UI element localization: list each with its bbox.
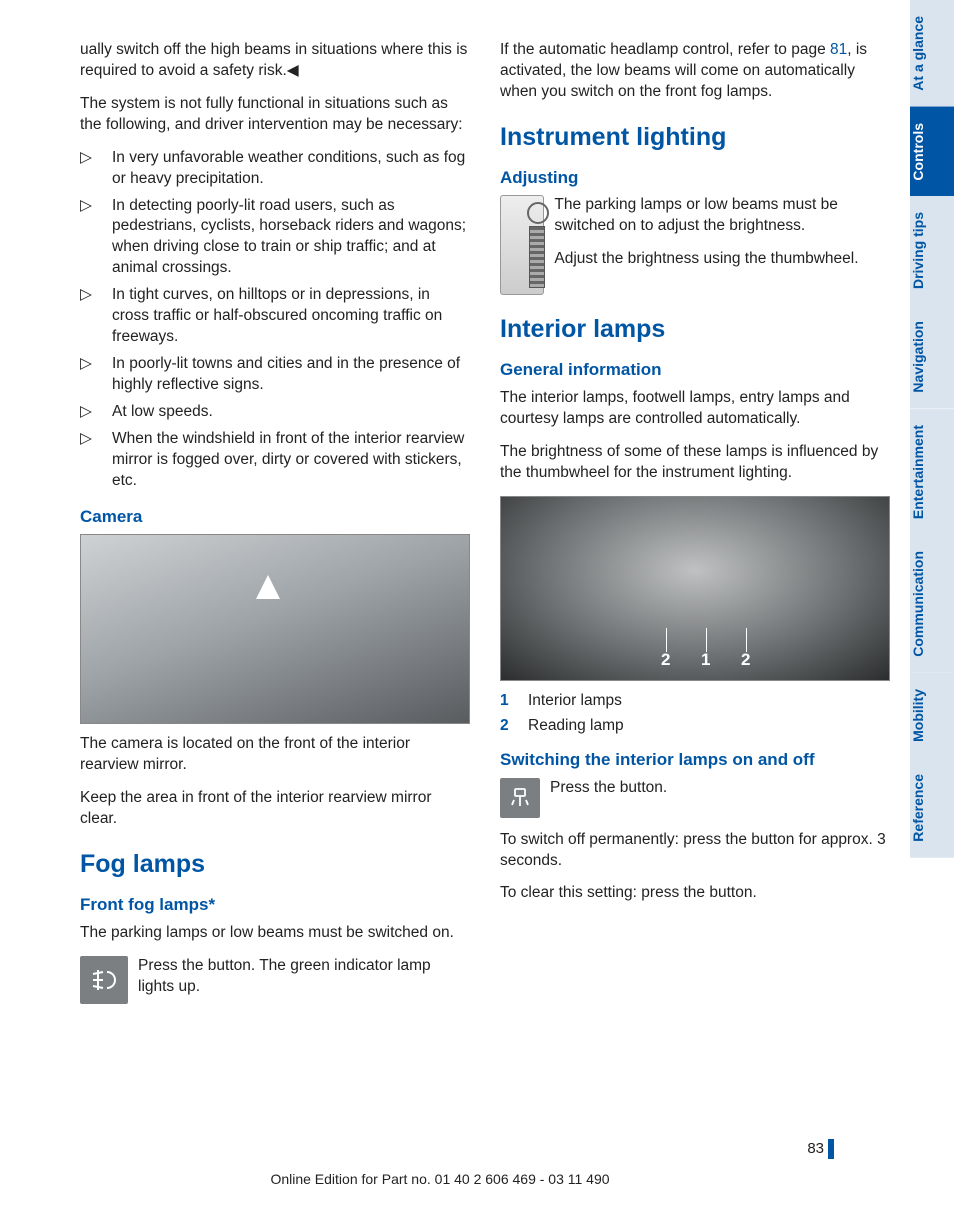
page-number: 83	[807, 1139, 834, 1159]
interior-lamp-button-row: Press the button.	[500, 778, 890, 818]
callout-text: Interior lamps	[528, 691, 622, 712]
triangle-bullet-icon: ▷	[80, 285, 112, 348]
bullet-text: In poorly-lit towns and cities and in th…	[112, 354, 470, 396]
camera-paragraph-2: Keep the area in front of the interior r…	[80, 788, 470, 830]
page-link-81[interactable]: 81	[830, 41, 847, 58]
intro-paragraph-1: ually switch off the high beams in situa…	[80, 40, 470, 82]
general-paragraph-1: The interior lamps, footwell lamps, entr…	[500, 388, 890, 430]
switch-paragraph-1: To switch off permanently: press the but…	[500, 830, 890, 872]
triangle-bullet-icon: ▷	[80, 402, 112, 423]
triangle-bullet-icon: ▷	[80, 429, 112, 492]
callout-text: Reading lamp	[528, 716, 624, 737]
bullet-text: At low speeds.	[112, 402, 470, 423]
callout-label: 2	[741, 649, 750, 672]
bullet-text: In detecting poorly-lit road users, such…	[112, 196, 470, 280]
tab-navigation[interactable]: Navigation	[910, 305, 954, 409]
camera-heading: Camera	[80, 506, 470, 529]
front-fog-lamps-heading: Front fog lamps*	[80, 894, 470, 917]
callout-number: 2	[500, 716, 528, 737]
auto-headlamp-paragraph: If the automatic headlamp control, refer…	[500, 40, 890, 103]
triangle-bullet-icon: ▷	[80, 354, 112, 396]
list-item: ▷In very unfavorable weather conditions,…	[80, 148, 470, 190]
list-item: ▷In poorly-lit towns and cities and in t…	[80, 354, 470, 396]
front-fog-paragraph: The parking lamps or low beams must be s…	[80, 923, 470, 944]
bullet-text: When the windshield in front of the inte…	[112, 429, 470, 492]
tab-controls[interactable]: Controls	[910, 107, 954, 197]
fog-lamps-heading: Fog lamps	[80, 848, 470, 882]
callout-line: 2Reading lamp	[500, 716, 890, 737]
switch-paragraph-2: To clear this setting: press the button.	[500, 883, 890, 904]
interior-lamp-icon	[500, 778, 540, 818]
instrument-lighting-heading: Instrument lighting	[500, 121, 890, 155]
list-item: ▷In tight curves, on hilltops or in depr…	[80, 285, 470, 348]
overhead-console-figure: 2 1 2	[500, 496, 890, 681]
callout-line: 1Interior lamps	[500, 691, 890, 712]
bullet-text: In tight curves, on hilltops or in depre…	[112, 285, 470, 348]
intro-paragraph-2: The system is not fully functional in si…	[80, 94, 470, 136]
general-paragraph-2: The brightness of some of these lamps is…	[500, 442, 890, 484]
right-column: If the automatic headlamp control, refer…	[500, 40, 890, 1016]
switching-heading: Switching the interior lamps on and off	[500, 749, 890, 772]
footer-text: Online Edition for Part no. 01 40 2 606 …	[0, 1171, 880, 1187]
fog-lamp-icon	[80, 956, 128, 1004]
list-item: ▷In detecting poorly-lit road users, suc…	[80, 196, 470, 280]
adjusting-paragraph-1: The parking lamps or low beams must be s…	[554, 195, 890, 237]
callout-number: 1	[500, 691, 528, 712]
thumbwheel-figure	[500, 195, 544, 295]
thumbwheel-row: The parking lamps or low beams must be s…	[500, 195, 890, 295]
triangle-bullet-icon: ▷	[80, 196, 112, 280]
tab-entertainment[interactable]: Entertainment	[910, 409, 954, 535]
text-fragment: If the automatic headlamp control, refer…	[500, 41, 830, 58]
adjusting-heading: Adjusting	[500, 167, 890, 190]
left-column: ually switch off the high beams in situa…	[80, 40, 470, 1016]
camera-location-figure	[80, 534, 470, 724]
adjusting-paragraph-2: Adjust the brightness using the thumbwhe…	[554, 249, 890, 270]
bullet-text: In very unfavorable weather conditions, …	[112, 148, 470, 190]
general-info-heading: General information	[500, 359, 890, 382]
tab-driving-tips[interactable]: Driving tips	[910, 196, 954, 305]
list-item: ▷When the windshield in front of the int…	[80, 429, 470, 492]
camera-paragraph-1: The camera is located on the front of th…	[80, 734, 470, 776]
callout-label: 1	[701, 649, 710, 672]
tab-reference[interactable]: Reference	[910, 758, 954, 858]
front-fog-button-text: Press the button. The green indicator la…	[138, 956, 470, 998]
interior-lamps-heading: Interior lamps	[500, 313, 890, 347]
tab-communication[interactable]: Communication	[910, 535, 954, 673]
triangle-bullet-icon: ▷	[80, 148, 112, 190]
callout-label: 2	[661, 649, 670, 672]
limitation-bullet-list: ▷In very unfavorable weather conditions,…	[80, 148, 470, 492]
interior-lamp-button-text: Press the button.	[550, 778, 667, 799]
tab-mobility[interactable]: Mobility	[910, 673, 954, 758]
section-tabs: At a glance Controls Driving tips Naviga…	[910, 0, 954, 1215]
tab-at-a-glance[interactable]: At a glance	[910, 0, 954, 107]
list-item: ▷At low speeds.	[80, 402, 470, 423]
front-fog-button-row: Press the button. The green indicator la…	[80, 956, 470, 1004]
